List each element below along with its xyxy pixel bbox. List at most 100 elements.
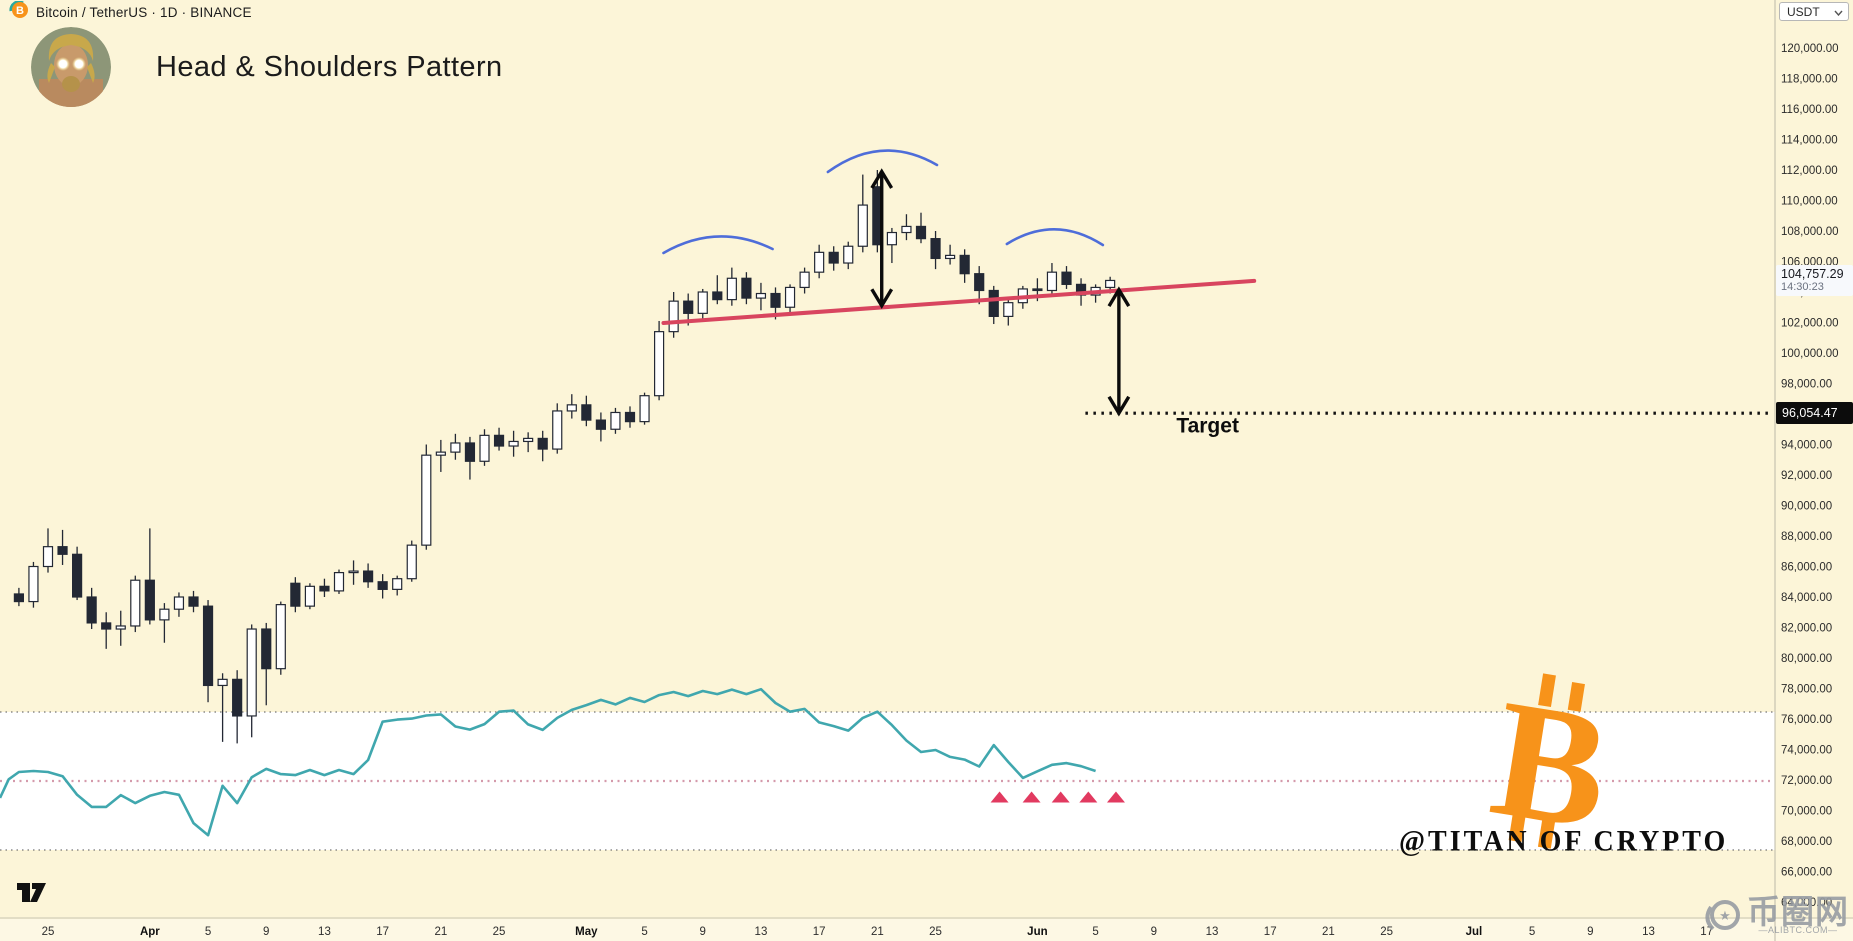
- candle: [581, 404, 592, 421]
- price-tick-label: 118,000.00: [1781, 74, 1838, 86]
- symbol-header[interactable]: B Bitcoin / TetherUS · 1D · BINANCE: [8, 0, 252, 24]
- bullish-triangle-markers: [990, 791, 1125, 803]
- site-logo-icon: ★: [1705, 900, 1740, 931]
- price-tick-label: 80,000.00: [1781, 653, 1832, 665]
- tradingview-logo-icon[interactable]: [16, 882, 48, 909]
- candle: [42, 546, 54, 568]
- site-name: 币圈网: [1747, 893, 1849, 930]
- price-tick-label: 102,000.00: [1781, 318, 1839, 330]
- time-tick-label: 5: [205, 926, 211, 938]
- target-label: Target: [1176, 414, 1239, 437]
- candle: [479, 434, 490, 462]
- time-tick-label: 25: [929, 926, 942, 938]
- price-tick-label: 108,000.00: [1781, 226, 1839, 238]
- time-tick-label: 17: [813, 926, 826, 938]
- study-header: Head & Shoulders Pattern: [31, 27, 503, 107]
- candle: [668, 300, 679, 333]
- candle: [450, 442, 461, 453]
- target-price-badge: 96,054.47: [1776, 402, 1853, 425]
- price-tick-label: 76,000.00: [1781, 714, 1832, 726]
- candle: [624, 411, 636, 423]
- triangle-up-icon: [1022, 791, 1041, 803]
- candle: [799, 271, 810, 289]
- candle: [610, 411, 621, 430]
- time-tick-label: 25: [1380, 926, 1393, 938]
- candle: [959, 254, 970, 275]
- head-height-arrow[interactable]: [870, 168, 894, 310]
- page-title: Head & Shoulders Pattern: [156, 50, 503, 83]
- arc-left-shoulder[interactable]: [662, 235, 774, 255]
- price-tick-label: 112,000.00: [1781, 165, 1838, 177]
- candle: [115, 625, 126, 630]
- candle: [915, 225, 927, 240]
- candle: [217, 678, 228, 687]
- candle: [886, 231, 898, 246]
- arc-right-shoulder[interactable]: [1005, 228, 1105, 247]
- time-axis[interactable]: 25 Apr 5 9 13 17 21 25 May 5 9 13 17 21 25 Jun 5 9 13 17 21 2…: [42, 926, 1713, 938]
- candle: [697, 291, 708, 314]
- candle: [101, 622, 112, 630]
- candle: [202, 605, 214, 687]
- last-price-badge: 104,757.29 14:30:23: [1776, 265, 1853, 297]
- candle: [421, 454, 432, 546]
- time-tick-label: 5: [1529, 926, 1535, 938]
- author-handle: @TITAN OF CRYPTO: [1399, 825, 1729, 858]
- svg-text:B: B: [16, 5, 24, 17]
- svg-text:★: ★: [1719, 908, 1731, 923]
- site-domain: —ALIBTC.COM—: [1758, 925, 1838, 935]
- candle: [770, 292, 781, 308]
- candle: [857, 204, 868, 247]
- target-projection-arrow[interactable]: [1107, 286, 1131, 417]
- price-tick-label: 78,000.00: [1781, 684, 1832, 696]
- candle: [232, 678, 243, 717]
- chevron-down-icon: [1834, 5, 1843, 19]
- triangle-up-icon: [990, 791, 1009, 803]
- candle: [71, 553, 83, 598]
- avatar: [31, 27, 111, 107]
- price-tick-label: 66,000.00: [1781, 867, 1832, 879]
- candle: [1046, 271, 1058, 292]
- time-tick-label: 9: [263, 926, 269, 938]
- price-tick-label: 74,000.00: [1781, 745, 1832, 757]
- bitcoin-coin-icon: B: [8, 0, 30, 24]
- shoulder-arcs[interactable]: [662, 149, 1105, 255]
- time-tick-label: 25: [493, 926, 506, 938]
- price-tick-label: 90,000.00: [1781, 501, 1832, 513]
- time-tick-label: 13: [318, 926, 331, 938]
- arc-head[interactable]: [826, 149, 939, 174]
- candle: [523, 437, 534, 443]
- time-tick-label: 13: [1642, 926, 1655, 938]
- price-tick-label: 98,000.00: [1781, 379, 1832, 391]
- neckline[interactable]: [661, 278, 1257, 325]
- price-tick-label: 72,000.00: [1781, 775, 1832, 787]
- price-tick-label: 84,000.00: [1781, 592, 1832, 604]
- price-tick-label: 110,000.00: [1781, 196, 1838, 208]
- time-tick-label: 21: [434, 926, 447, 938]
- candle: [741, 277, 752, 299]
- candles-layer: [13, 170, 1116, 744]
- time-tick-label: 21: [871, 926, 884, 938]
- candle: [13, 593, 24, 603]
- candle: [493, 434, 505, 447]
- time-tick-label: 17: [1700, 926, 1713, 938]
- candle: [944, 254, 956, 260]
- candle: [974, 273, 985, 292]
- candle: [901, 225, 912, 234]
- time-tick-label: 13: [755, 926, 768, 938]
- candle: [28, 565, 39, 603]
- candle: [363, 570, 374, 583]
- time-tick-label: Jun: [1027, 926, 1047, 938]
- price-tick-label: 86,000.00: [1781, 562, 1832, 574]
- time-tick-label: 13: [1206, 926, 1219, 938]
- candle: [188, 596, 199, 607]
- price-axis[interactable]: 120,000.00 118,000.00 116,000.00 114,000.00…: [1781, 43, 1839, 909]
- time-tick-label: Jul: [1466, 926, 1483, 938]
- candle: [246, 628, 257, 717]
- candle: [261, 628, 272, 670]
- candle: [319, 585, 330, 592]
- candle: [464, 442, 476, 462]
- currency-selector[interactable]: USDT: [1779, 2, 1849, 21]
- time-tick-label: 21: [1322, 926, 1335, 938]
